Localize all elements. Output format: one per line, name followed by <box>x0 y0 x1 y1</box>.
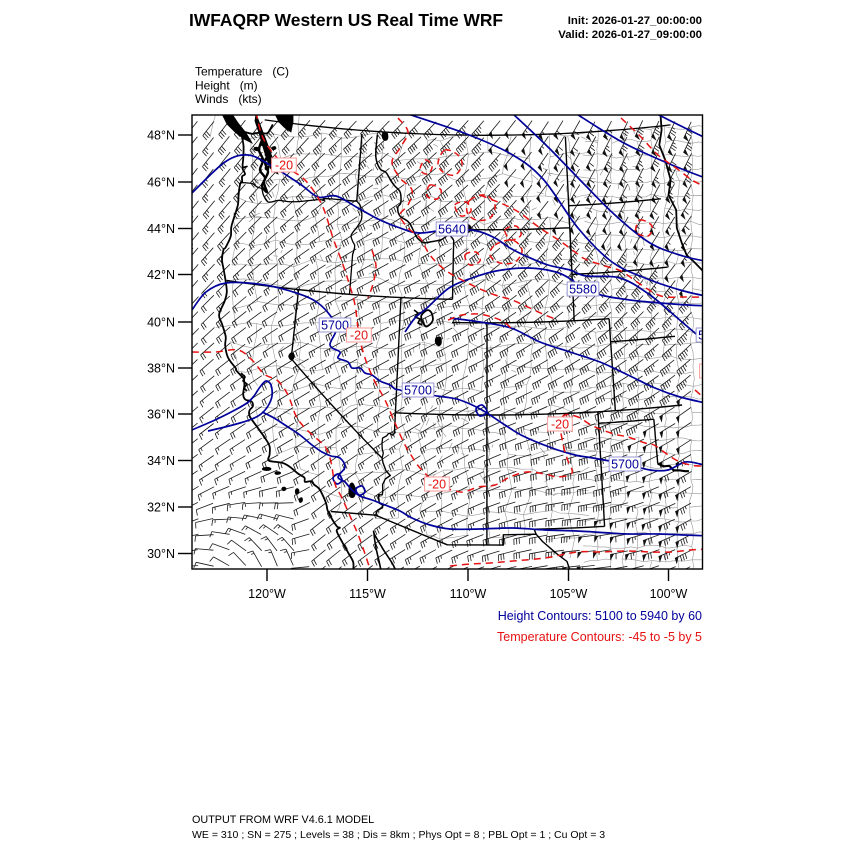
svg-text:5640: 5640 <box>438 222 466 236</box>
svg-text:32°N: 32°N <box>147 500 175 514</box>
svg-text:5580: 5580 <box>569 282 597 296</box>
svg-text:Temperature (C): Temperature (C) <box>195 65 289 79</box>
svg-text:Height (m): Height (m) <box>195 78 258 92</box>
svg-text:46°N: 46°N <box>147 175 175 189</box>
svg-text:115°W: 115°W <box>349 587 386 601</box>
svg-text:110°W: 110°W <box>450 587 487 601</box>
svg-text:100°W: 100°W <box>650 587 688 601</box>
svg-text:5700: 5700 <box>611 457 639 471</box>
svg-text:-20: -20 <box>350 328 368 342</box>
svg-text:Valid: 2026-01-27_09:00:00: Valid: 2026-01-27_09:00:00 <box>558 29 702 41</box>
svg-text:-20: -20 <box>275 158 293 172</box>
svg-text:44°N: 44°N <box>147 222 175 236</box>
svg-text:34°N: 34°N <box>147 454 175 468</box>
svg-text:36°N: 36°N <box>147 407 175 421</box>
svg-text:105°W: 105°W <box>550 587 588 601</box>
svg-text:-20: -20 <box>428 477 446 491</box>
svg-text:Temperature Contours: -45 to -: Temperature Contours: -45 to -5 by 5 <box>497 630 702 644</box>
svg-text:120°W: 120°W <box>248 587 286 601</box>
svg-text:48°N: 48°N <box>147 128 175 142</box>
svg-text:Height Contours: 5100 to 5940: Height Contours: 5100 to 5940 by 60 <box>498 609 702 623</box>
svg-text:OUTPUT FROM WRF V4.6.1 MODEL: OUTPUT FROM WRF V4.6.1 MODEL <box>192 814 374 826</box>
svg-text:40°N: 40°N <box>147 315 175 329</box>
svg-text:5700: 5700 <box>404 383 432 397</box>
svg-text:Winds (kts): Winds (kts) <box>195 92 262 106</box>
svg-text:30°N: 30°N <box>147 547 175 561</box>
svg-text:IWFAQRP Western US Real Time W: IWFAQRP Western US Real Time WRF <box>189 10 503 30</box>
svg-text:5580: 5580 <box>698 328 726 342</box>
svg-text:WE = 310 ; SN = 275 ; Levels =: WE = 310 ; SN = 275 ; Levels = 38 ; Dis … <box>192 829 605 841</box>
svg-text:38°N: 38°N <box>147 361 175 375</box>
svg-text:-20: -20 <box>551 417 569 431</box>
svg-text:Init: 2026-01-27_00:00:00: Init: 2026-01-27_00:00:00 <box>568 15 702 27</box>
svg-text:5700: 5700 <box>321 318 349 332</box>
svg-text:42°N: 42°N <box>147 268 175 282</box>
